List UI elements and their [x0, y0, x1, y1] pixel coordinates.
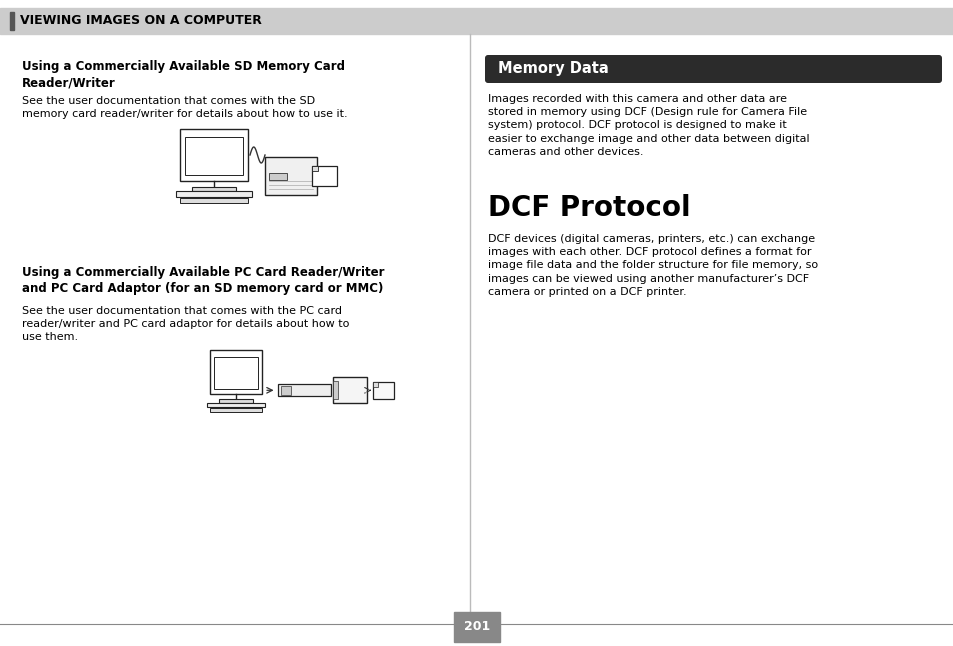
Text: Using a Commercially Available SD Memory Card
Reader/Writer: Using a Commercially Available SD Memory… [22, 60, 345, 89]
Bar [0, 8, 953, 34]
Text: VIEWING IMAGES ON A COMPUTER: VIEWING IMAGES ON A COMPUTER [20, 14, 262, 28]
Bar [265, 157, 316, 195]
Text: See the user documentation that comes with the SD
memory card reader/writer for : See the user documentation that comes wi… [22, 96, 347, 119]
Text: Using a Commercially Available PC Card Reader/Writer
and PC Card Adaptor (for an: Using a Commercially Available PC Card R… [22, 266, 384, 295]
Bar [180, 198, 248, 203]
Bar [180, 129, 248, 181]
Bar [278, 384, 331, 397]
Text: Images recorded with this camera and other data are
stored in memory using DCF (: Images recorded with this camera and oth… [488, 94, 809, 157]
Bar [334, 381, 338, 399]
Bar [175, 191, 252, 197]
Bar [219, 399, 253, 402]
Bar [281, 386, 291, 395]
Bar [207, 402, 265, 408]
Text: See the user documentation that comes with the PC card
reader/writer and PC card: See the user documentation that comes wi… [22, 306, 349, 342]
Text: Memory Data: Memory Data [497, 61, 608, 76]
Bar [334, 377, 366, 403]
Bar [454, 612, 499, 642]
Bar [312, 166, 317, 171]
Bar [213, 357, 258, 390]
Bar [312, 166, 336, 186]
Bar [210, 408, 262, 412]
Bar [269, 173, 287, 180]
Bar [192, 187, 235, 191]
Text: DCF Protocol: DCF Protocol [488, 194, 690, 222]
Bar [210, 350, 262, 394]
Bar [373, 382, 377, 386]
Bar [10, 12, 14, 30]
Bar [185, 137, 243, 175]
Text: DCF devices (digital cameras, printers, etc.) can exchange
images with each othe: DCF devices (digital cameras, printers, … [488, 234, 818, 297]
Text: 201: 201 [463, 621, 490, 634]
FancyBboxPatch shape [484, 55, 941, 83]
Bar [373, 382, 394, 399]
